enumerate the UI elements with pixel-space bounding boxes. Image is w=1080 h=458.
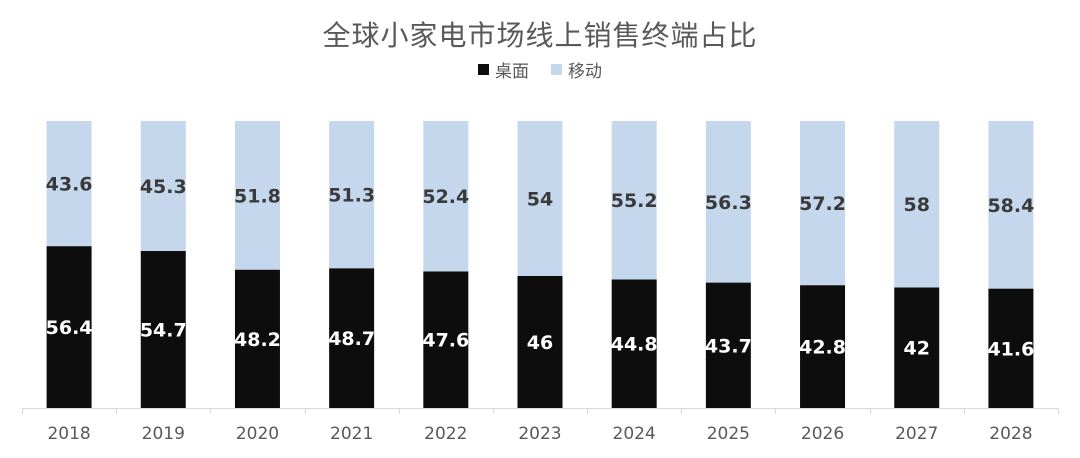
x-tick-label: 2025 xyxy=(707,424,750,444)
chart-title: 全球小家电市场线上销售终端占比 xyxy=(322,19,758,52)
legend-item-desktop: 桌面 xyxy=(478,57,529,82)
legend-item-mobile: 移动 xyxy=(551,57,602,82)
x-tick-label: 2027 xyxy=(895,424,938,444)
bar-segment-desktop xyxy=(705,282,751,408)
bar-segment-desktop xyxy=(894,287,940,408)
x-tick-label: 2019 xyxy=(142,424,185,444)
data-label-mobile: 57.2 xyxy=(799,193,846,215)
bar-segment-desktop xyxy=(423,271,469,408)
bar-segment-desktop xyxy=(517,275,563,408)
bar-segment-mobile xyxy=(705,121,751,283)
bar-segment-desktop xyxy=(234,269,280,408)
data-label-desktop: 56.4 xyxy=(46,317,93,339)
bar-segment-mobile xyxy=(46,121,92,247)
x-tick-label: 2022 xyxy=(424,424,467,444)
bar-segment-desktop xyxy=(988,288,1034,408)
data-label-desktop: 44.8 xyxy=(611,334,658,356)
data-label-desktop: 48.2 xyxy=(234,329,281,351)
data-label-desktop: 42.8 xyxy=(799,337,846,359)
bar-segment-mobile xyxy=(894,121,940,288)
data-label-desktop: 46 xyxy=(527,332,553,354)
bar-segment-mobile xyxy=(517,121,563,276)
bar-segment-mobile xyxy=(611,121,657,280)
data-label-mobile: 58.4 xyxy=(987,195,1034,217)
data-label-desktop: 42 xyxy=(904,338,930,360)
bar-segment-desktop xyxy=(329,268,375,408)
legend-label-mobile: 移动 xyxy=(568,62,602,82)
bar-segment-desktop xyxy=(46,246,92,408)
legend-swatch-desktop xyxy=(478,64,489,75)
bar-segment-desktop xyxy=(140,251,186,408)
legend-swatch-mobile xyxy=(551,64,562,75)
x-tick-label: 2023 xyxy=(518,424,561,444)
x-tick-label: 2026 xyxy=(801,424,844,444)
bar-segment-mobile xyxy=(140,121,186,252)
bar-segment-mobile xyxy=(988,121,1034,289)
data-label-mobile: 56.3 xyxy=(705,192,752,214)
data-label-mobile: 52.4 xyxy=(422,186,469,208)
data-label-mobile: 51.3 xyxy=(328,185,375,207)
bar-segment-desktop xyxy=(800,285,846,408)
x-tick-label: 2018 xyxy=(47,424,90,444)
bar-segment-desktop xyxy=(611,279,657,408)
x-tick-label: 2028 xyxy=(989,424,1032,444)
bar-segment-mobile xyxy=(234,121,280,270)
data-label-mobile: 43.6 xyxy=(46,174,93,196)
x-tick-label: 2024 xyxy=(613,424,656,444)
data-label-desktop: 47.6 xyxy=(422,330,469,352)
data-label-desktop: 41.6 xyxy=(987,338,1034,360)
data-label-desktop: 43.7 xyxy=(705,335,752,357)
chart-legend: 桌面 移动 xyxy=(0,57,1080,82)
x-tick-label: 2020 xyxy=(236,424,279,444)
data-label-mobile: 51.8 xyxy=(234,185,281,207)
x-tick-label: 2021 xyxy=(330,424,373,444)
data-label-desktop: 48.7 xyxy=(328,328,375,350)
bar-segment-mobile xyxy=(329,121,375,269)
legend-label-desktop: 桌面 xyxy=(495,62,529,82)
data-label-mobile: 58 xyxy=(904,194,930,216)
bar-segment-mobile xyxy=(800,121,846,286)
bar-segment-mobile xyxy=(423,121,469,272)
data-label-mobile: 55.2 xyxy=(611,190,658,212)
data-label-mobile: 45.3 xyxy=(140,176,187,198)
data-label-mobile: 54 xyxy=(527,188,553,210)
data-label-desktop: 54.7 xyxy=(140,320,187,342)
